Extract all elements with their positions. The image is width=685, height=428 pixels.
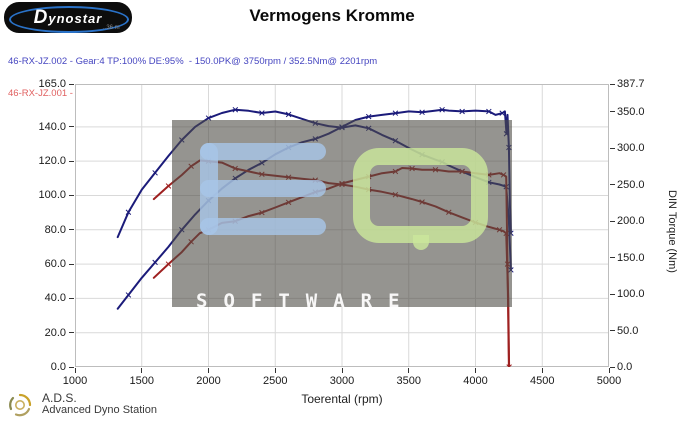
y-left-tick (69, 83, 74, 85)
y-left-tick (69, 229, 74, 231)
y-right-tick-label: 0.0 (617, 361, 633, 373)
x-tick (341, 368, 343, 373)
x-tick-label: 4000 (463, 375, 488, 387)
dynostar-logo: Dynostar (4, 2, 132, 33)
x-tick (541, 368, 543, 373)
y-left-tick-label: 80.0 (44, 223, 66, 236)
y-right-tick (610, 330, 615, 331)
y-right-tick (610, 111, 615, 113)
y-left-tick-label: 120.0 (38, 155, 66, 168)
x-axis-title: Toerental (rpm) (301, 392, 383, 406)
ads-brand: A.D.S. Advanced Dyno Station (7, 392, 157, 418)
watermark-software-text: SOFTWARE (196, 290, 416, 312)
y-left-tick (69, 297, 74, 299)
y-left-tick (69, 332, 74, 334)
y-right-tick-label: 150.0 (617, 251, 645, 264)
watermark-letter-q-icon (353, 148, 488, 243)
right-axis-title: DIN Torque (Nm) (666, 190, 678, 273)
x-tick (208, 368, 209, 373)
watermark-letter-q-tail-icon (413, 235, 429, 250)
x-tick (408, 368, 410, 373)
y-right-tick (610, 83, 615, 85)
x-tick-label: 4500 (530, 375, 555, 387)
chart-plot-area: SOFTWARE (75, 84, 609, 367)
dynostar-logo-ring-icon (9, 6, 129, 33)
y-left-tick (69, 263, 74, 265)
y-left-tick (69, 160, 74, 162)
x-tick-label: 3000 (329, 375, 355, 387)
x-tick (74, 368, 76, 373)
x-tick-label: 1000 (62, 375, 88, 387)
y-right-tick (610, 366, 615, 368)
y-right-tick (610, 220, 615, 222)
legend-run-002: 46-RX-JZ.002 - Gear:4 TP:100% DE:95% - 1… (8, 56, 378, 67)
x-tick-label: 2500 (263, 375, 288, 387)
y-right-tick-label: 300.0 (617, 142, 645, 155)
y-left-tick-label: 20.0 (44, 326, 66, 339)
watermark-letter-e-icon (200, 143, 326, 235)
y-left-tick-label: 100.0 (38, 189, 66, 202)
watermark: SOFTWARE (172, 120, 512, 312)
dynostar-logo-text: Dynostar (33, 6, 103, 28)
page-title: Vermogens Kromme (249, 6, 415, 25)
y-right-tick-label: 100.0 (617, 288, 645, 300)
y-left-tick-label: 140.0 (38, 120, 66, 133)
y-right-tick-label: 50.0 (617, 324, 639, 337)
y-left-tick (69, 194, 74, 196)
ads-abbr: A.D.S. (42, 391, 77, 405)
y-left-tick-label: 165.0 (38, 78, 66, 90)
ads-swirl-icon (9, 393, 32, 417)
plot-border (75, 84, 609, 367)
ads-name: Advanced Dyno Station (42, 404, 157, 416)
y-left-tick (69, 126, 74, 128)
y-left-tick-label: 0.0 (50, 361, 66, 373)
y-left-tick-label: 40.0 (44, 292, 66, 305)
x-tick (274, 368, 276, 373)
x-tick-label: 3500 (396, 375, 421, 387)
x-tick (608, 368, 610, 373)
y-right-tick (610, 147, 615, 149)
x-tick-label: 1500 (129, 375, 154, 387)
logo-sub-text: ..36 m (103, 25, 120, 31)
y-right-tick (610, 257, 615, 258)
y-right-tick (610, 293, 615, 295)
x-tick (475, 368, 476, 373)
x-tick (141, 368, 143, 373)
y-left-tick (69, 366, 74, 368)
y-right-tick-label: 250.0 (617, 178, 645, 191)
x-tick-label: 2000 (196, 375, 221, 387)
y-right-tick-label: 200.0 (617, 215, 645, 227)
x-tick-label: 5000 (596, 375, 622, 387)
y-right-tick (610, 184, 615, 185)
y-left-tick-label: 60.0 (44, 258, 66, 271)
y-right-tick-label: 387.7 (617, 78, 645, 90)
y-right-tick-label: 350.0 (617, 105, 645, 118)
